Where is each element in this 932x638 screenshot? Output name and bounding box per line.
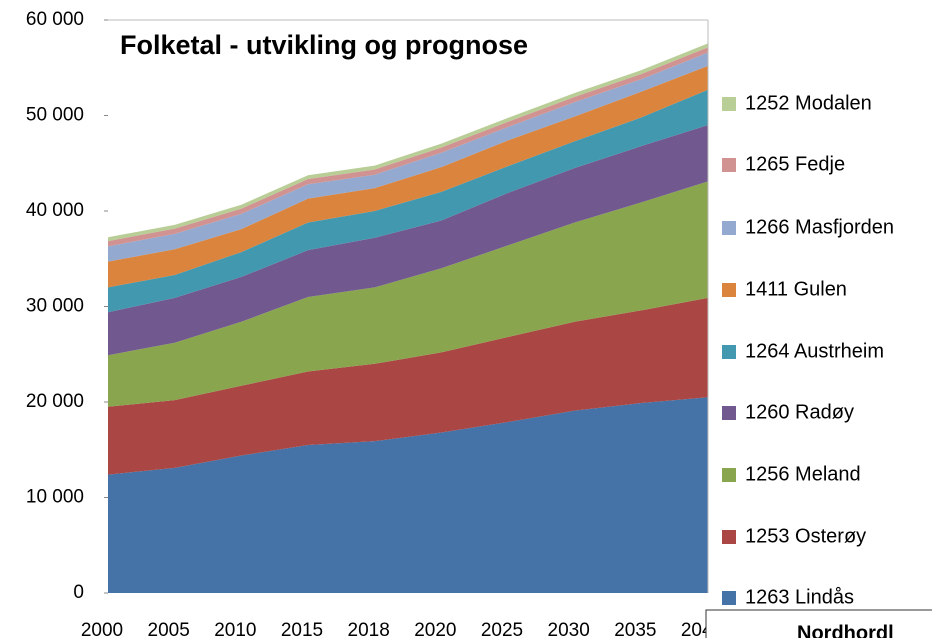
legend-swatch <box>722 345 736 359</box>
area <box>108 65 708 288</box>
legend-swatch <box>722 283 736 297</box>
legend-label: 1263 Lindås <box>745 586 854 608</box>
legend-label: 1264 Austrheim <box>745 340 884 362</box>
legend-label: 1253 Osterøy <box>745 525 866 547</box>
legend-swatch <box>722 97 736 111</box>
overlay-text: Nordhordl <box>797 622 894 638</box>
x-tick-label: 2015 <box>281 620 323 638</box>
x-tick-label: 2000 <box>81 620 123 638</box>
legend-label: 1260 Radøy <box>745 401 854 423</box>
x-tick-label: 2035 <box>614 620 656 638</box>
legend-swatch <box>722 591 736 605</box>
area <box>108 297 708 475</box>
y-tick-label: 40 000 <box>26 200 84 221</box>
overlay-box <box>705 609 932 638</box>
legend-label: 1252 Modalen <box>745 92 872 114</box>
legend-swatch <box>722 530 736 544</box>
area <box>108 181 708 407</box>
legend-label: 1266 Masfjorden <box>745 216 894 238</box>
area <box>108 125 708 356</box>
area <box>108 89 708 313</box>
x-tick-label: 2018 <box>348 620 390 638</box>
y-tick-label: 20 000 <box>26 391 84 412</box>
legend-swatch <box>722 468 736 482</box>
legend-swatch <box>722 158 736 172</box>
y-tick-label: 10 000 <box>26 487 84 508</box>
legend-swatch <box>722 221 736 235</box>
legend-label: 1265 Fedje <box>745 153 845 175</box>
legend-label: 1411 Gulen <box>745 278 847 300</box>
legend-label: 1256 Meland <box>745 463 861 485</box>
area <box>108 397 708 593</box>
x-tick-label: 2030 <box>548 620 590 638</box>
legend-swatch <box>722 406 736 420</box>
chart-title: Folketal - utvikling og prognose <box>120 30 528 60</box>
y-tick-label: 50 000 <box>26 105 84 126</box>
area <box>108 52 708 262</box>
x-tick-label: 2005 <box>148 620 190 638</box>
y-tick-label: 0 <box>73 582 84 603</box>
y-tick-label: 60 000 <box>26 9 84 30</box>
x-tick-label: 2010 <box>214 620 256 638</box>
x-tick-label: 2025 <box>481 620 523 638</box>
y-tick-label: 30 000 <box>26 296 84 317</box>
x-tick-label: 2020 <box>414 620 456 638</box>
